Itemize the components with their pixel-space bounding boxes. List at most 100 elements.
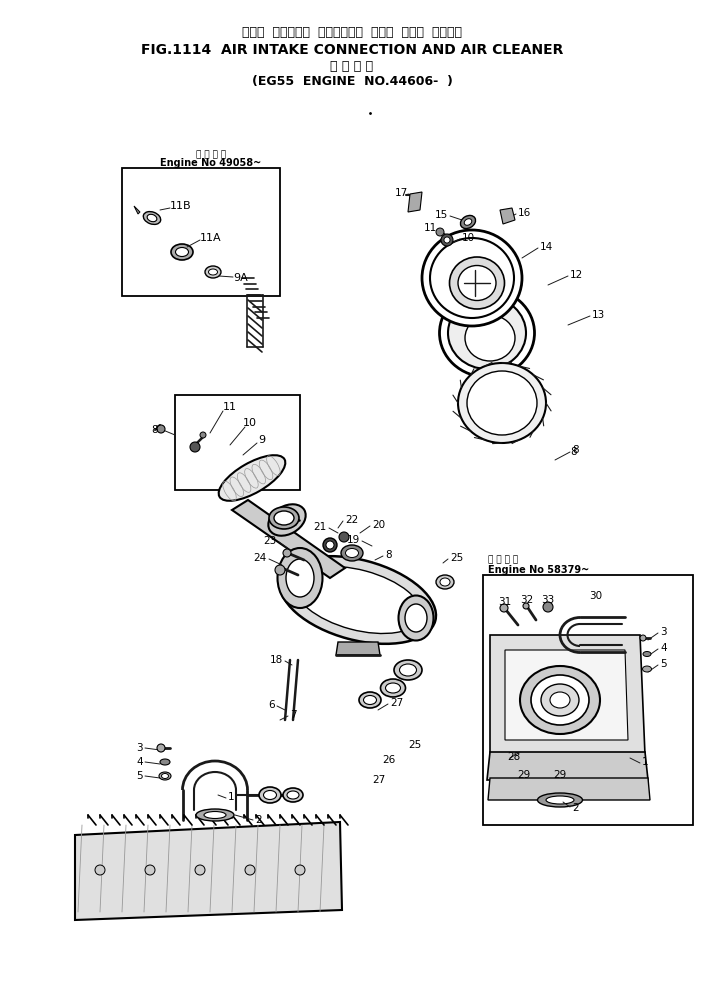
Ellipse shape (219, 455, 285, 501)
Bar (175, 395, 300, 490)
Circle shape (157, 425, 165, 433)
Ellipse shape (386, 683, 401, 693)
Circle shape (95, 865, 105, 875)
Ellipse shape (380, 679, 406, 697)
Ellipse shape (283, 788, 303, 802)
Ellipse shape (439, 289, 534, 377)
Ellipse shape (363, 696, 377, 705)
Text: 適 用 号 機: 適 用 号 機 (196, 150, 226, 159)
Text: 適 用 号 機: 適 用 号 機 (488, 556, 518, 565)
Ellipse shape (458, 265, 496, 300)
Text: 13: 13 (592, 310, 605, 320)
Ellipse shape (160, 759, 170, 765)
Text: 26: 26 (382, 755, 395, 765)
Text: エアー  インテーク  コネクション  および  エアー  クリーナ: エアー インテーク コネクション および エアー クリーナ (242, 26, 462, 39)
Ellipse shape (286, 559, 314, 597)
Polygon shape (487, 752, 648, 780)
Ellipse shape (287, 791, 299, 799)
Text: 2: 2 (572, 803, 579, 813)
Ellipse shape (422, 230, 522, 326)
Text: 1: 1 (642, 757, 648, 767)
Ellipse shape (436, 575, 454, 589)
Text: 4: 4 (660, 643, 667, 653)
Text: 20: 20 (372, 520, 385, 530)
Circle shape (323, 538, 337, 552)
Text: 17: 17 (395, 188, 408, 198)
Text: 8: 8 (570, 447, 577, 457)
Ellipse shape (643, 651, 651, 656)
Text: 3: 3 (660, 627, 667, 637)
Polygon shape (490, 635, 645, 755)
Text: 28: 28 (507, 752, 520, 762)
Text: 25: 25 (450, 553, 463, 563)
Text: 16: 16 (518, 208, 532, 218)
Text: 12: 12 (570, 270, 583, 280)
Text: 3: 3 (137, 743, 143, 753)
Text: 24: 24 (253, 553, 267, 563)
Polygon shape (336, 642, 380, 655)
Ellipse shape (359, 692, 381, 708)
Text: 1: 1 (228, 792, 234, 802)
Ellipse shape (440, 578, 450, 586)
Ellipse shape (449, 257, 505, 309)
Ellipse shape (144, 212, 161, 225)
Text: 6: 6 (268, 700, 275, 710)
Text: 11B: 11B (170, 201, 191, 211)
Circle shape (245, 865, 255, 875)
Ellipse shape (465, 315, 515, 361)
Ellipse shape (263, 790, 277, 799)
Text: 8: 8 (385, 550, 391, 560)
Text: 14: 14 (540, 242, 553, 252)
Text: 27: 27 (390, 698, 403, 708)
Ellipse shape (464, 219, 472, 226)
Text: 5: 5 (660, 659, 667, 669)
Circle shape (523, 603, 529, 609)
Text: 2: 2 (255, 815, 262, 825)
Text: 11: 11 (424, 223, 437, 233)
Circle shape (145, 865, 155, 875)
Ellipse shape (405, 604, 427, 632)
Bar (483, 575, 693, 825)
Ellipse shape (205, 266, 221, 278)
Circle shape (640, 635, 646, 641)
Ellipse shape (204, 811, 226, 818)
Ellipse shape (161, 773, 168, 778)
Text: 23: 23 (264, 536, 277, 546)
Circle shape (339, 532, 349, 542)
Text: 15: 15 (435, 210, 448, 220)
Text: 30: 30 (589, 591, 603, 601)
Circle shape (275, 565, 285, 575)
Text: 11A: 11A (200, 233, 222, 243)
Polygon shape (505, 650, 628, 740)
Text: Engine No 58379~: Engine No 58379~ (488, 565, 589, 575)
Ellipse shape (208, 269, 218, 275)
Text: 25: 25 (408, 740, 421, 750)
Text: 18: 18 (270, 655, 283, 665)
Circle shape (436, 228, 444, 236)
Circle shape (157, 744, 165, 752)
Bar (122, 168, 280, 296)
Text: 10: 10 (243, 418, 257, 428)
Circle shape (200, 432, 206, 438)
Text: 11: 11 (223, 402, 237, 412)
Ellipse shape (458, 363, 546, 443)
Polygon shape (500, 208, 515, 224)
Circle shape (295, 865, 305, 875)
Circle shape (500, 604, 508, 612)
Ellipse shape (341, 545, 363, 561)
Ellipse shape (398, 595, 434, 640)
Text: 10: 10 (462, 233, 475, 243)
Ellipse shape (196, 809, 234, 821)
Ellipse shape (147, 215, 157, 222)
Circle shape (283, 549, 291, 557)
Ellipse shape (643, 666, 651, 672)
Ellipse shape (274, 511, 294, 525)
Ellipse shape (280, 557, 436, 644)
Text: 29: 29 (553, 770, 567, 780)
Ellipse shape (295, 567, 421, 633)
Circle shape (543, 602, 553, 612)
Ellipse shape (399, 664, 417, 676)
Text: 19: 19 (347, 535, 360, 545)
Ellipse shape (467, 371, 537, 435)
Text: 適 用 号 機: 適 用 号 機 (330, 61, 374, 74)
